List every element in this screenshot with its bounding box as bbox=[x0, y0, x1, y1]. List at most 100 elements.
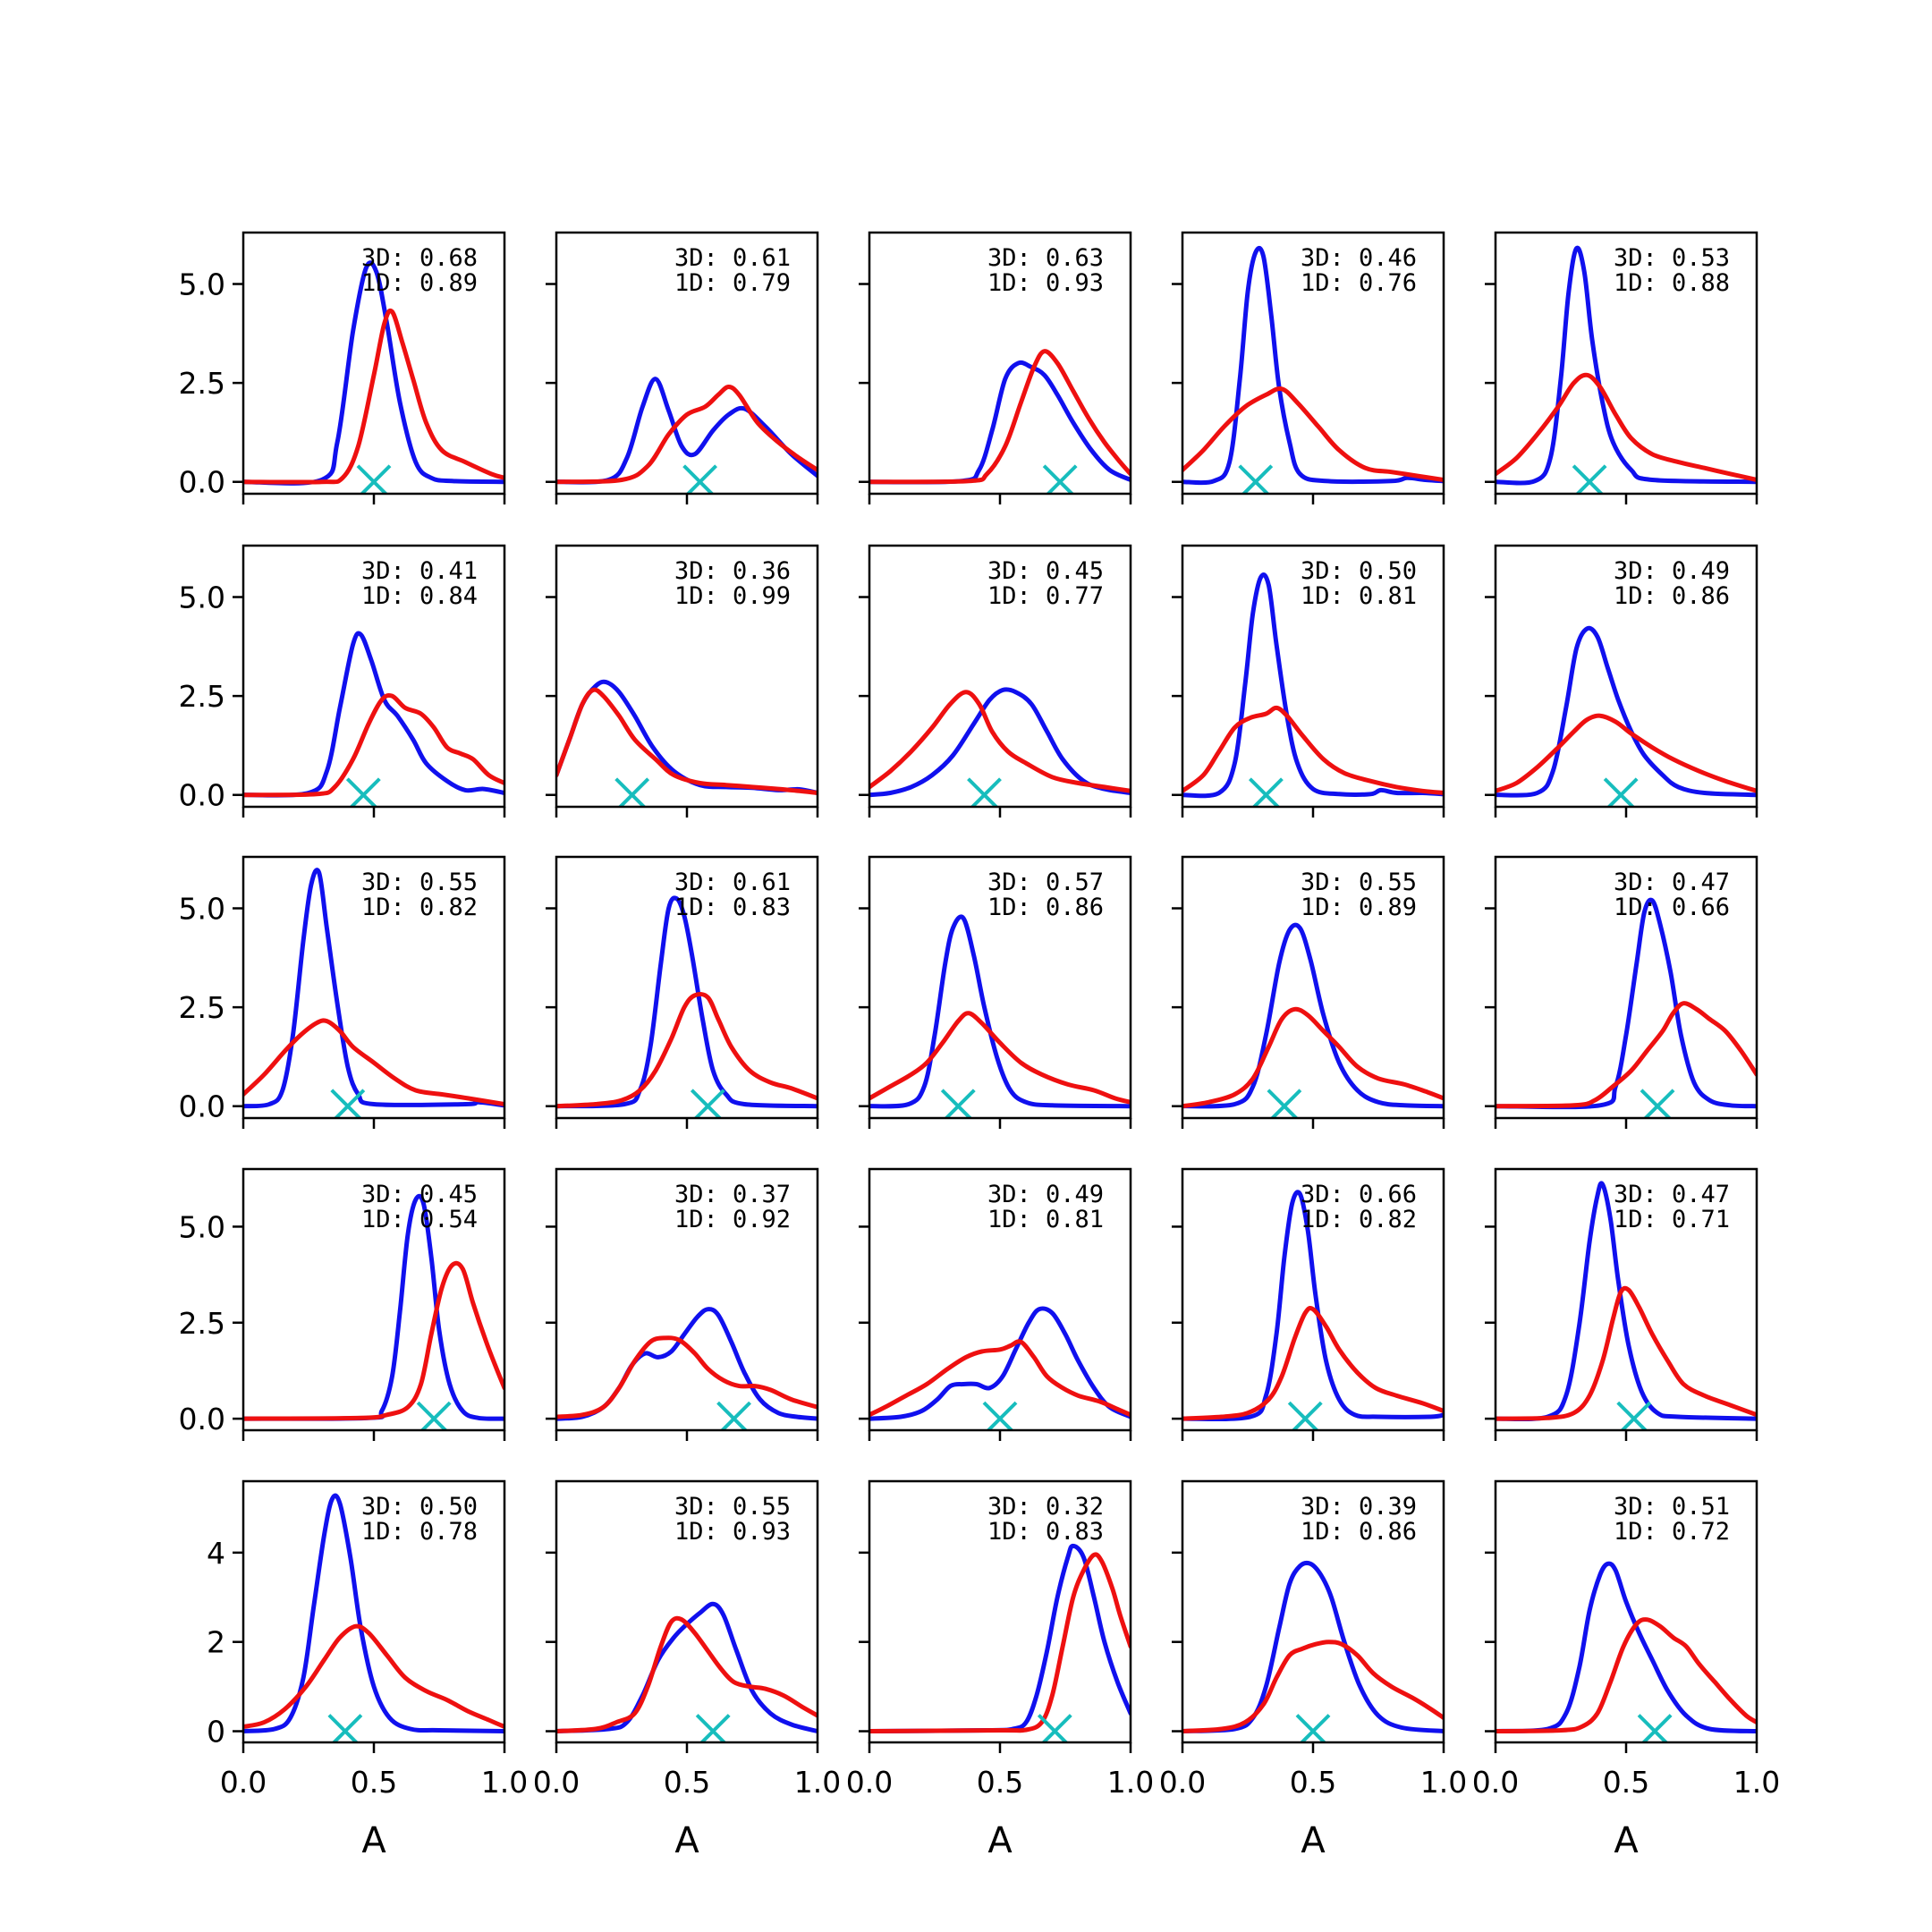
x-tick-label: 0.5 bbox=[664, 1765, 710, 1800]
true-value-marker bbox=[1249, 777, 1284, 807]
x-axis-label: A bbox=[1614, 1820, 1639, 1861]
score-annotation: 1D: 0.76 bbox=[1301, 269, 1417, 297]
x-tick-label: 0.5 bbox=[977, 1765, 1023, 1800]
score-annotation: 1D: 0.92 bbox=[674, 1206, 791, 1233]
x-tick-label: 0.5 bbox=[1290, 1765, 1336, 1800]
series-line-blue bbox=[869, 914, 1131, 1109]
true-value-marker bbox=[345, 777, 381, 807]
true-value-marker bbox=[1572, 464, 1607, 494]
score-annotation: 1D: 0.86 bbox=[1614, 582, 1730, 610]
score-annotation: 1D: 0.81 bbox=[987, 1206, 1104, 1233]
plot-area bbox=[243, 260, 504, 494]
score-annotation: 3D: 0.47 bbox=[1614, 1181, 1730, 1208]
true-value-marker bbox=[614, 777, 650, 807]
x-tick-label: 0.0 bbox=[846, 1765, 893, 1800]
score-annotation: 1D: 0.89 bbox=[361, 269, 478, 297]
plot-area bbox=[1496, 625, 1757, 807]
series-line-blue bbox=[243, 1193, 504, 1421]
score-annotation: 1D: 0.93 bbox=[674, 1518, 791, 1546]
series-line-blue bbox=[1182, 922, 1444, 1109]
score-annotation: 1D: 0.88 bbox=[1614, 269, 1730, 297]
series-line-red bbox=[243, 1018, 504, 1106]
series-line-blue bbox=[243, 260, 504, 486]
x-tick-label: 1.0 bbox=[481, 1765, 528, 1800]
score-annotation: 3D: 0.66 bbox=[1301, 1181, 1417, 1208]
plot-area bbox=[1182, 922, 1444, 1118]
plot-area bbox=[869, 1306, 1131, 1430]
score-annotation: 1D: 0.83 bbox=[674, 894, 791, 921]
score-annotation: 3D: 0.68 bbox=[361, 244, 478, 272]
y-tick-label: 0.0 bbox=[179, 1089, 225, 1124]
x-tick-label: 1.0 bbox=[1107, 1765, 1154, 1800]
series-line-red bbox=[556, 687, 818, 795]
score-annotation: 3D: 0.51 bbox=[1614, 1493, 1730, 1521]
score-annotation: 1D: 0.93 bbox=[987, 269, 1104, 297]
score-annotation: 1D: 0.66 bbox=[1614, 894, 1730, 921]
score-annotation: 3D: 0.61 bbox=[674, 869, 791, 896]
score-annotation: 1D: 0.78 bbox=[361, 1518, 478, 1546]
y-tick-label: 0.0 bbox=[179, 778, 225, 813]
score-annotation: 3D: 0.36 bbox=[674, 557, 791, 585]
series-line-blue bbox=[1496, 1561, 1757, 1733]
score-annotation: 1D: 0.79 bbox=[674, 269, 791, 297]
series-line-red bbox=[556, 1335, 818, 1419]
x-tick-label: 0.0 bbox=[1159, 1765, 1206, 1800]
score-annotation: 3D: 0.55 bbox=[361, 869, 478, 896]
x-tick-label: 1.0 bbox=[1733, 1765, 1780, 1800]
series-line-blue bbox=[243, 1493, 504, 1733]
plot-area bbox=[1182, 572, 1444, 807]
score-annotation: 3D: 0.57 bbox=[987, 869, 1104, 896]
series-line-blue bbox=[869, 1306, 1131, 1421]
series-line-blue bbox=[1182, 245, 1444, 486]
x-tick-label: 0.5 bbox=[351, 1765, 397, 1800]
y-tick-label: 5.0 bbox=[179, 267, 225, 302]
plot-area bbox=[869, 687, 1131, 807]
score-annotation: 3D: 0.55 bbox=[674, 1493, 791, 1521]
score-annotation: 3D: 0.45 bbox=[987, 557, 1104, 585]
score-annotation: 3D: 0.50 bbox=[1301, 557, 1417, 585]
score-annotation: 1D: 0.86 bbox=[987, 894, 1104, 921]
y-tick-label: 5.0 bbox=[179, 1209, 225, 1244]
plot-area bbox=[1496, 897, 1757, 1118]
series-line-red bbox=[243, 692, 504, 798]
series-line-red bbox=[1496, 372, 1757, 482]
score-annotation: 3D: 0.53 bbox=[1614, 244, 1730, 272]
series-line-red bbox=[1182, 705, 1444, 795]
series-line-red bbox=[869, 1011, 1131, 1105]
series-line-red bbox=[1182, 1006, 1444, 1109]
y-tick-label: 2.5 bbox=[179, 679, 225, 714]
score-annotation: 1D: 0.81 bbox=[1301, 582, 1417, 610]
true-value-marker bbox=[356, 464, 392, 494]
y-tick-label: 2.5 bbox=[179, 990, 225, 1025]
x-tick-label: 0.0 bbox=[220, 1765, 267, 1800]
series-line-red bbox=[243, 1260, 504, 1421]
y-tick-label: 5.0 bbox=[179, 892, 225, 927]
series-line-red bbox=[1182, 386, 1444, 482]
score-annotation: 3D: 0.39 bbox=[1301, 1493, 1417, 1521]
score-annotation: 3D: 0.41 bbox=[361, 557, 478, 585]
score-annotation: 3D: 0.47 bbox=[1614, 869, 1730, 896]
score-annotation: 3D: 0.32 bbox=[987, 1493, 1104, 1521]
plot-area bbox=[1182, 245, 1444, 494]
score-annotation: 1D: 0.82 bbox=[361, 894, 478, 921]
series-line-red bbox=[869, 1552, 1131, 1733]
y-tick-label: 4 bbox=[207, 1536, 225, 1571]
